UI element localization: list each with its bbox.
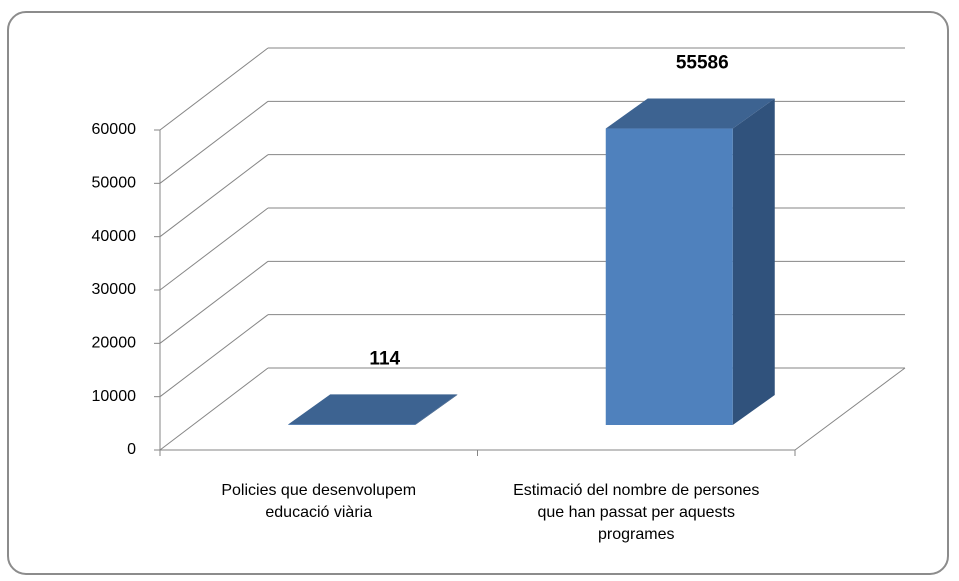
y-tick-label: 20000 [92, 335, 137, 352]
grid-line [159, 47, 269, 131]
floor-edge [794, 367, 906, 451]
y-tick-label: 60000 [92, 121, 137, 138]
y-tick-label: 50000 [92, 175, 137, 192]
y-tick-label: 10000 [92, 388, 137, 405]
chart-frame [7, 11, 949, 575]
grid-line [159, 207, 269, 291]
bar-top [288, 394, 458, 425]
grid-line [159, 154, 269, 238]
x-tick-label: Estimació del nombre de persones que han… [513, 482, 760, 543]
y-tick-label: 40000 [92, 228, 137, 245]
y-tick-label: 0 [127, 441, 136, 458]
value-label: 55586 [676, 53, 729, 74]
grid-line [159, 367, 269, 451]
bar-front [288, 424, 416, 425]
x-tick-label: Policies que desenvolupem educació viàri… [221, 482, 417, 521]
grid-line [159, 314, 269, 398]
bar-side [415, 394, 458, 425]
value-label: 114 [369, 348, 400, 369]
bar-side [732, 98, 775, 426]
y-tick-label: 30000 [92, 281, 137, 298]
grid-line [159, 260, 269, 344]
bar-top [605, 98, 775, 129]
bar-front [605, 128, 733, 426]
grid-line [159, 100, 269, 184]
